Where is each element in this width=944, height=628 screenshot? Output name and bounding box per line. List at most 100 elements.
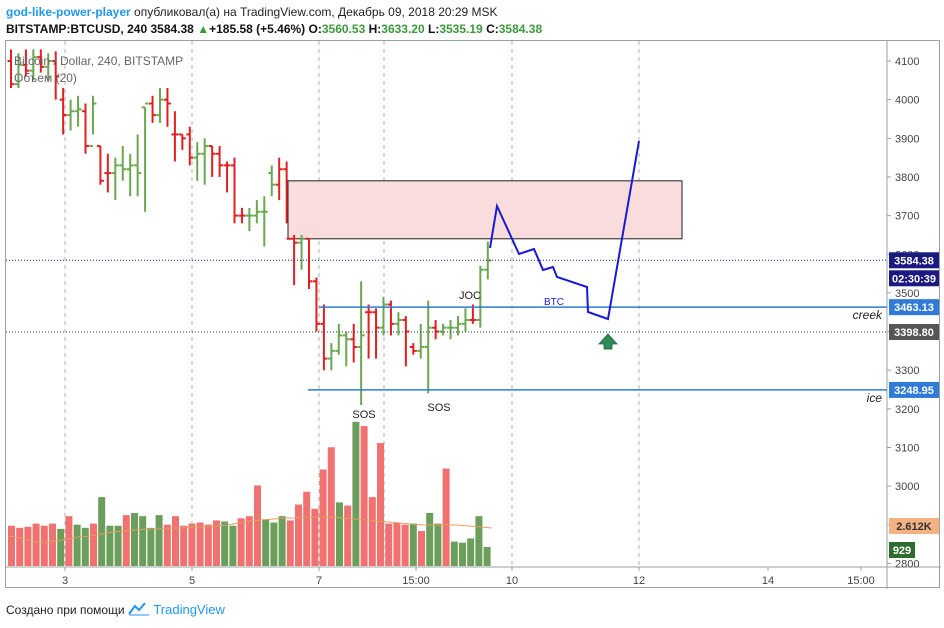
volume-bar	[262, 519, 270, 566]
volume-ma-line	[8, 516, 493, 544]
volume-bar	[327, 447, 335, 566]
ohlc-bar	[402, 316, 410, 367]
footer: Создано при помощи TradingView	[6, 602, 225, 619]
volume-bar	[295, 504, 302, 566]
ohlc-bar	[7, 49, 15, 89]
y-tick-label: 2800	[895, 558, 919, 570]
volume-bar	[32, 523, 40, 566]
chart-panel[interactable]: 4100400039003800370036003500340033003200…	[5, 40, 941, 589]
ohlc-bar	[372, 308, 380, 359]
ohlc-bar	[67, 99, 75, 131]
ohlc-bar	[342, 331, 350, 367]
btc-level-tag-bg	[889, 299, 939, 316]
ohlc-header: BITSTAMP:BTCUSD, 240 3584.38 ▲+185.58 (+…	[6, 22, 543, 36]
volume-bar	[311, 508, 319, 566]
y-tick-label: 3200	[895, 404, 919, 416]
author-link[interactable]: god-like-power-player	[6, 5, 131, 19]
ohlc-bar	[59, 88, 67, 135]
ohlc-bar	[149, 95, 157, 123]
ohlc-bar	[238, 207, 246, 224]
ohlc-bar	[327, 343, 335, 371]
volume-bar	[377, 443, 384, 566]
ohlc-bar	[305, 237, 313, 290]
volume-bar	[122, 515, 130, 566]
ohlc-bar	[156, 88, 164, 123]
published-text: опубликовал(а) на TradingView.com, Декаб…	[134, 5, 498, 19]
ohlc-bar	[193, 142, 201, 181]
symbol-label: BITSTAMP:BTCUSD, 240	[6, 22, 148, 36]
ohlc-bar	[394, 312, 402, 336]
ohlc-bar	[283, 161, 291, 240]
volume-bar	[147, 527, 155, 566]
volume-bar	[40, 525, 48, 566]
volume-bar	[344, 505, 352, 566]
volume-bar	[475, 516, 483, 566]
ohlc-bar	[447, 319, 455, 340]
ohlc-bar	[424, 300, 432, 394]
volume-bar	[49, 523, 56, 566]
ohlc-bar	[409, 343, 417, 355]
ohlc-bar	[22, 49, 30, 77]
last-price-tag-bg	[889, 252, 939, 269]
ohlc-bar	[335, 323, 343, 355]
open-value: 3560.53	[321, 22, 366, 36]
volume-bar	[409, 523, 417, 566]
volume-bar	[368, 497, 376, 566]
ohlc-bar	[52, 51, 60, 100]
last-price-tag: 3584.38	[894, 255, 934, 267]
ohlc-bar	[253, 200, 261, 224]
volume-bar	[319, 469, 327, 566]
y-tick-label: 3900	[895, 133, 919, 145]
ohlc-bar	[29, 49, 37, 81]
volume-last-tag: 929	[893, 545, 911, 557]
publish-info: god-like-power-player опубликовал(а) на …	[6, 5, 498, 19]
volume-bar	[65, 516, 73, 566]
volume-bar	[401, 524, 409, 566]
y-tick-label: 3100	[895, 443, 919, 455]
x-tick-label: 7	[316, 575, 322, 587]
ohlc-bar	[14, 53, 22, 89]
ohlc-bar	[350, 323, 358, 363]
volume-bar	[163, 524, 171, 566]
volume-ma-tag: 2.612K	[896, 521, 932, 533]
btc-label: BTC	[544, 297, 564, 308]
volume-last-tag-bg	[889, 542, 915, 558]
y-tick-label: 4100	[895, 56, 919, 68]
volume-bar	[245, 516, 253, 566]
creek-label: creek	[853, 308, 883, 322]
ohlc-bar	[380, 296, 387, 336]
up-arrow-icon	[598, 333, 618, 350]
btc-level-tag: 3463.13	[894, 302, 934, 314]
y-tick-label: 3300	[895, 365, 919, 377]
ohlc-bar	[245, 207, 253, 232]
ohlc-bar	[119, 146, 127, 181]
ohlc-bar	[387, 300, 395, 336]
volume-bar	[131, 513, 138, 566]
up-triangle-icon: ▲	[197, 22, 210, 36]
volume-legend: Объем (20)	[14, 71, 77, 85]
ohlc-bar	[365, 304, 373, 359]
volume-bar	[303, 491, 311, 566]
volume-bar	[16, 527, 24, 566]
ohlc-bar	[134, 134, 142, 197]
ohlc-bar	[89, 95, 97, 148]
volume-bar	[278, 516, 286, 566]
y-tick-label: 3800	[895, 172, 919, 184]
high-value: 3633.20	[381, 22, 425, 36]
ohlc-bar	[223, 161, 231, 193]
volume-bar	[352, 421, 360, 566]
price-chart[interactable]: 4100400039003800370036003500340033003200…	[6, 41, 941, 589]
ohlc-bar	[417, 323, 425, 359]
volume-bar	[385, 523, 393, 566]
volume-bar	[467, 538, 475, 566]
volume-bar	[81, 527, 89, 566]
countdown-tag-bg	[889, 270, 939, 287]
ohlc-bar	[111, 157, 119, 201]
created-with-text: Создано при помощи	[6, 603, 125, 617]
volume-bar	[270, 522, 278, 566]
tradingview-logo-icon	[128, 602, 150, 619]
tradingview-link[interactable]: TradingView	[153, 602, 225, 617]
volume-bar	[172, 516, 179, 566]
y-tick-label: 3000	[895, 481, 919, 493]
series-legend: Bitcoin / Dollar, 240, BITSTAMP	[14, 54, 183, 68]
